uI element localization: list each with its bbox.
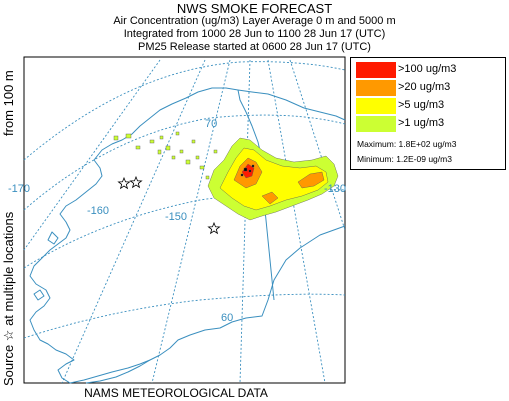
legend-swatch	[356, 116, 396, 132]
lat-line-60	[23, 293, 346, 339]
plume-over-20-south	[261, 191, 279, 205]
release-start-line: PM25 Release started at 0600 28 Jun 17 (…	[138, 41, 371, 53]
lon-label-160: -160	[87, 205, 109, 217]
concentration-legend: >100 ug/m3 >20 ug/m3 >5 ug/m3 >1 ug/m3 M…	[350, 57, 506, 170]
source-star-1	[117, 176, 131, 190]
lon-line-140	[267, 59, 326, 384]
map-frame	[23, 56, 346, 384]
lat-label-60: 60	[221, 312, 233, 324]
aleutian-chain	[85, 359, 151, 384]
scattered-smoke-cells	[113, 131, 218, 180]
lon-line-130	[289, 59, 346, 231]
source-star-2	[129, 175, 143, 189]
legend-label: >100 ug/m3	[398, 63, 457, 75]
island-1	[47, 231, 59, 245]
legend-item: >5 ug/m3	[356, 98, 504, 115]
legend-swatch	[356, 62, 396, 78]
lon-label-150: -150	[165, 211, 187, 223]
smoke-plume	[207, 137, 339, 221]
maximum-concentration: Maximum: 1.8E+02 ug/m3	[357, 139, 457, 149]
lat-label-70: 70	[205, 118, 217, 130]
legend-item: >20 ug/m3	[356, 80, 504, 97]
source-star-3	[207, 221, 221, 235]
fire-cluster	[240, 164, 255, 177]
north-coast-canada	[237, 89, 346, 121]
minimum-concentration: Minimum: 1.2E-09 ug/m3	[357, 154, 452, 164]
legend-label: >20 ug/m3	[398, 81, 451, 93]
forecast-title: NWS SMOKE FORECAST	[176, 1, 333, 16]
concentration-layer-line: Air Concentration (ug/m3) Layer Average …	[113, 15, 396, 27]
legend-swatch	[356, 98, 396, 114]
legend-item: >1 ug/m3	[356, 116, 504, 133]
source-stars	[117, 175, 221, 235]
source-height-label: from 100 m	[1, 70, 16, 136]
integration-period-line: Integrated from 1000 28 Jun to 1100 28 J…	[123, 28, 386, 40]
legend-label: >1 ug/m3	[398, 117, 445, 129]
lon-line-150	[239, 59, 251, 384]
source-locations-label: Source ☆ at multiple locations	[1, 211, 16, 386]
lat-line-70	[23, 114, 346, 211]
lon-label-130: -130	[324, 183, 346, 195]
lon-line-180	[23, 59, 161, 251]
lon-label-170: -170	[8, 183, 30, 195]
meteorological-data-label: NAMS METEOROLOGICAL DATA	[84, 386, 268, 400]
legend-item: >100 ug/m3	[356, 62, 504, 79]
legend-swatch	[356, 80, 396, 96]
legend-label: >5 ug/m3	[398, 99, 445, 111]
lon-line-160	[151, 59, 231, 384]
alaska-coast-west	[29, 87, 346, 384]
lat-line-75	[23, 61, 346, 161]
plume-over-100	[241, 163, 255, 179]
island-2	[33, 289, 45, 301]
plume-over-20-east	[297, 171, 325, 189]
lon-line-170	[61, 59, 206, 384]
